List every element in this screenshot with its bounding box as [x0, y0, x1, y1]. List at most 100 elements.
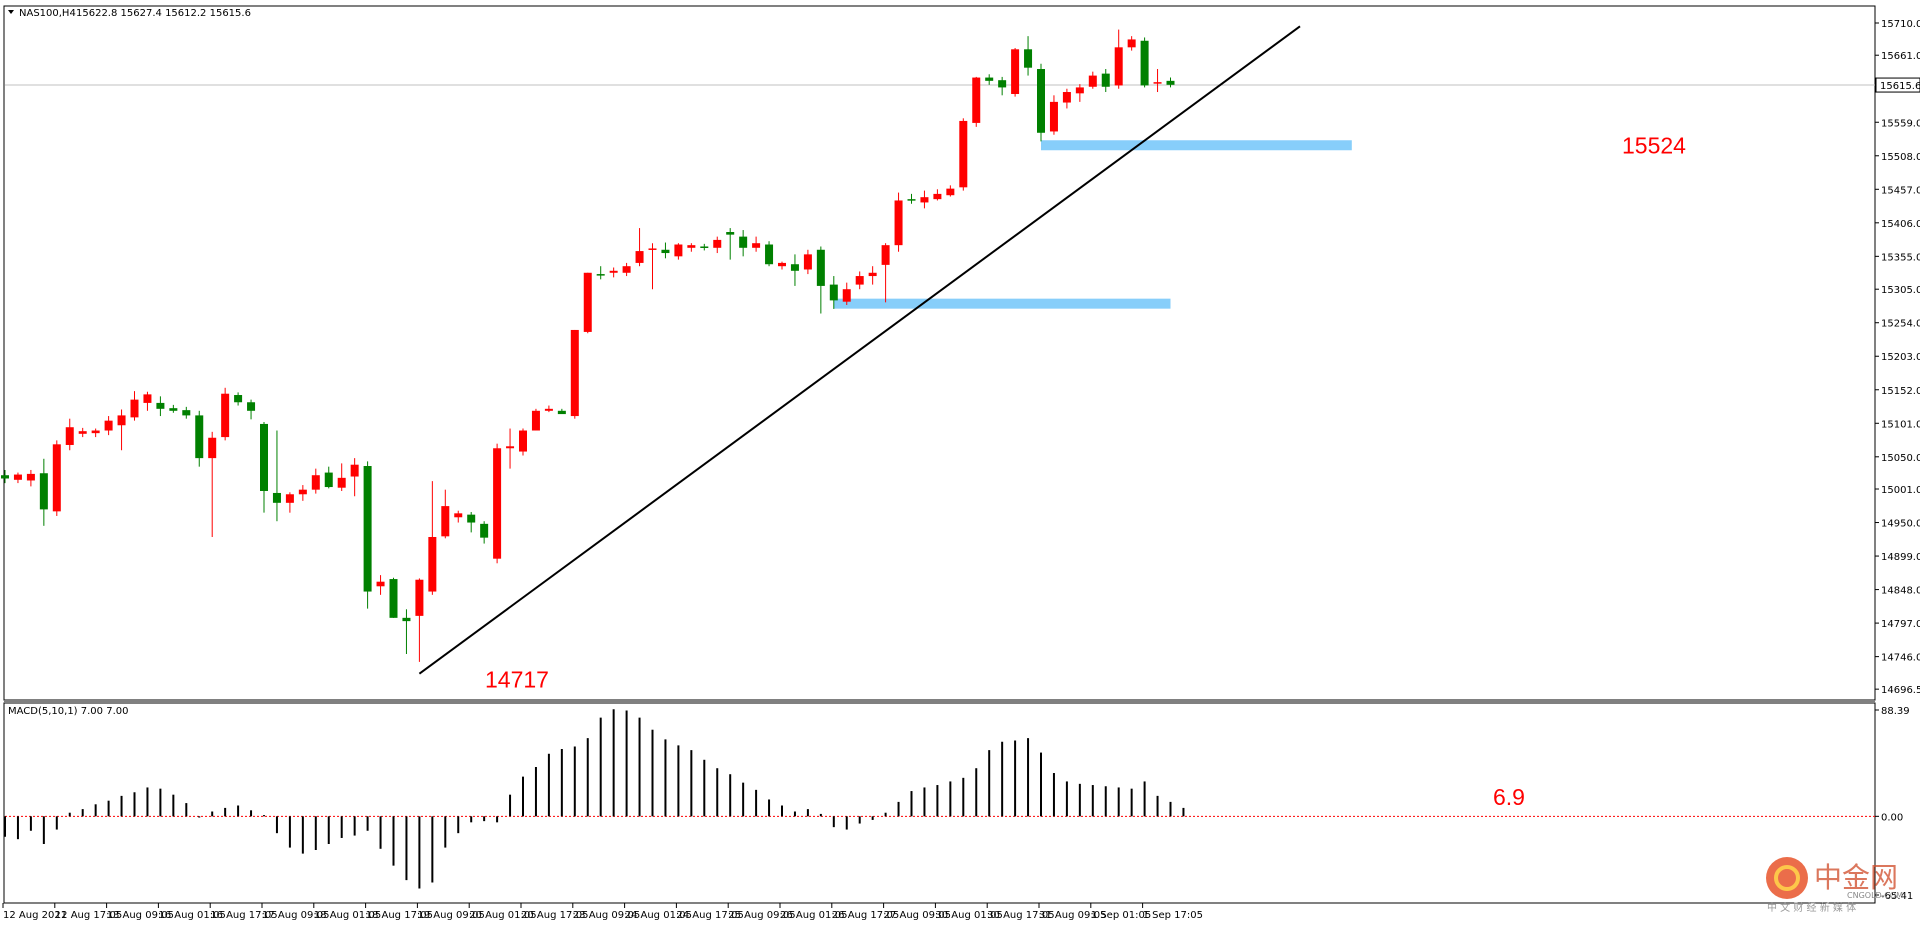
candle-body [221, 393, 230, 438]
candle-body [583, 272, 592, 332]
price-tick-label: 15710.0 [1881, 19, 1920, 30]
candle-body [674, 244, 683, 257]
macd-histogram: 6.9 [4, 709, 1875, 889]
candle-body [609, 270, 618, 273]
time-tick-label: 13 Aug 09:05 [107, 910, 174, 921]
time-tick-label: 12 Aug 17:05 [55, 910, 122, 921]
candle-body [635, 251, 644, 263]
time-tick-label: 18 Aug 17:05 [366, 910, 433, 921]
candle-body [1088, 75, 1097, 87]
candle-body [78, 431, 87, 434]
candle-body [143, 394, 152, 403]
price-tick-label: 14746.0 [1881, 653, 1920, 664]
time-tick-label: 27 Aug 09:05 [884, 910, 951, 921]
time-tick-label: 1 Sep 01:05 [1091, 910, 1151, 921]
time-tick-label: 26 Aug 17:05 [832, 910, 899, 921]
trendline [418, 25, 1301, 675]
price-tick-label: 15152.0 [1881, 386, 1920, 397]
candle-body [596, 274, 605, 276]
candle-body [868, 272, 877, 277]
candle-body [544, 408, 553, 411]
candle-body [324, 472, 333, 488]
candle-body [842, 289, 851, 302]
trendline-layer [418, 25, 1301, 675]
candle-body [1127, 39, 1136, 48]
candle-body [13, 474, 22, 480]
time-tick-label: 31 Aug 09:05 [1039, 910, 1106, 921]
candle-body [234, 395, 243, 403]
time-tick-label: 17 Aug 09:05 [262, 910, 329, 921]
candle-body [441, 506, 450, 537]
candle-body [402, 617, 411, 622]
candle-body [1140, 40, 1149, 86]
candle-body [687, 245, 696, 248]
price-tick-label: 15050.0 [1881, 453, 1920, 464]
candle-body [493, 448, 502, 559]
price-tick-label: 15559.0 [1881, 118, 1920, 129]
candle-body [894, 200, 903, 246]
price-tick-label: 15203.0 [1881, 352, 1920, 363]
macd-axis: 88.39 0.00 -65.41 [1875, 706, 1913, 902]
candle-body [389, 579, 398, 618]
macd-tick-label: -65.41 [1881, 891, 1913, 902]
candle-body [480, 523, 489, 538]
candle-body [557, 410, 566, 415]
candle-body [467, 514, 476, 523]
candle-body [65, 427, 74, 445]
candle-body [1049, 101, 1058, 132]
price-tick-label: 14950.0 [1881, 519, 1920, 530]
price-tick-label: 15508.0 [1881, 152, 1920, 163]
watermark-tagline: 中 文 财 经 新 媒 体 [1767, 901, 1856, 914]
collapse-triangle-icon[interactable] [8, 10, 14, 14]
candle-body [363, 466, 372, 592]
watermark-site: CNGOLD.COM [1847, 891, 1903, 900]
main-chart-frame [3, 5, 1876, 701]
price-tick-label: 15254.0 [1881, 319, 1920, 330]
candle-body [855, 276, 864, 285]
candle-body [1114, 47, 1123, 86]
candle-body [260, 423, 268, 491]
support-zone [833, 298, 1171, 309]
candle-body [661, 249, 670, 254]
candle-body [531, 410, 540, 431]
price-tick-label: 15355.0 [1881, 252, 1920, 263]
candle-body [739, 236, 748, 248]
candle-body [26, 473, 35, 481]
support-zone [1041, 140, 1352, 151]
support-zones: 15524 14717 [485, 132, 1686, 692]
watermark: 中金网 CNGOLD.COM 中 文 财 经 新 媒 体 [1766, 857, 1903, 914]
candle-body [195, 415, 204, 459]
price-tick-label: 15457.0 [1881, 185, 1920, 196]
candle-body [1062, 92, 1071, 103]
brand-logo-icon [1766, 857, 1808, 899]
candle-body [1166, 80, 1175, 85]
candle-body [1, 475, 9, 479]
candle-body [52, 444, 61, 512]
time-tick-label: 16 Aug 17:05 [210, 910, 277, 921]
candle-body [91, 430, 100, 434]
candle-body [428, 536, 437, 592]
current-price-label: 15615.6 [1880, 81, 1920, 92]
price-tick-label: 15001.0 [1881, 485, 1920, 496]
candle-body [169, 408, 178, 411]
price-tick-label: 15661.0 [1881, 51, 1920, 62]
price-tick-label: 14848.0 [1881, 586, 1920, 597]
candle-body [933, 193, 942, 200]
candle-body [570, 329, 579, 417]
candle-body [182, 410, 191, 416]
candle-body [752, 243, 761, 248]
macd-title: MACD(5,10,1) 7.00 7.00 [8, 706, 128, 717]
price-tick-label: 15101.0 [1881, 419, 1920, 430]
ohlc-readout: 15622.8 15627.4 15612.2 15615.6 [76, 8, 251, 19]
candle-body [998, 80, 1007, 88]
candle-body [648, 248, 657, 250]
current-price-box [1875, 77, 1920, 93]
candle-body [1153, 82, 1162, 84]
price-tick-label: 15305.0 [1881, 285, 1920, 296]
candle-body [130, 399, 139, 418]
price-tick-label: 14899.0 [1881, 552, 1920, 563]
time-tick-label: 24 Aug 17:05 [676, 910, 743, 921]
candle-body [881, 245, 890, 265]
